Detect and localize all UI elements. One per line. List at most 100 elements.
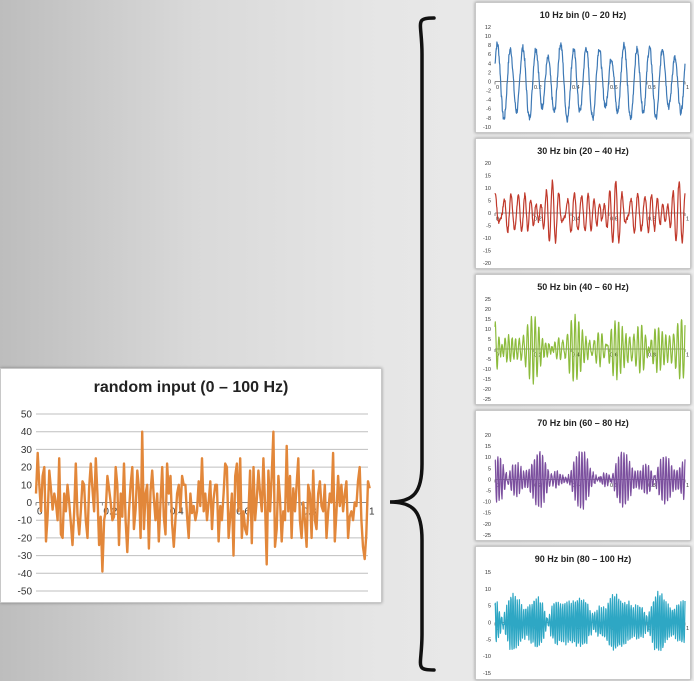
series-line (34, 430, 371, 573)
chart-30hz-bin: 30 Hz bin (20 – 40 Hz) -20 -15 -10 -5 0 5 10 15… (475, 138, 691, 269)
y-tick-label: 30 (21, 445, 33, 456)
y-tick-label: -15 (483, 377, 491, 383)
x-tick-label: 1 (686, 353, 689, 359)
x-tick-label: 1 (686, 217, 689, 223)
curly-brace (389, 16, 436, 672)
y-tick-label: -4 (486, 98, 491, 104)
y-tick-label: -10 (483, 500, 491, 506)
chart-title: 90 Hz bin (80 – 100 Hz) (534, 554, 632, 564)
x-tick-label: 0.2 (534, 85, 542, 91)
x-tick-label: 1 (686, 483, 689, 489)
y-tick-label: 20 (21, 463, 33, 474)
series-line (494, 41, 686, 123)
y-tick-label: -10 (483, 125, 491, 131)
y-tick-label: 10 (21, 480, 33, 491)
y-tick-label: -5 (486, 488, 491, 494)
y-tick-label: -20 (483, 261, 491, 267)
y-tick-label: 5 (488, 604, 491, 610)
y-tick-label: -20 (483, 522, 491, 528)
chart-10hz-svg: -10 -8 -6 -4 -2 0 2 4 6 8 10 12 0 0.2 0.4 0.6 0.8 1 (483, 25, 689, 131)
chart-70hz-bin: 70 Hz bin (60 – 80 Hz) -25 -20 -15 -10 -5 0 5 1… (475, 410, 691, 541)
y-tick-label: -50 (18, 587, 33, 598)
chart-50hz-bin: 50 Hz bin (40 – 60 Hz) -25 -20 -15 -10 -5 0 5 1… (475, 274, 691, 405)
y-tick-label: -8 (486, 116, 491, 122)
chart-title: 70 Hz bin (60 – 80 Hz) (537, 418, 629, 428)
y-tick-label: 20 (485, 433, 491, 439)
y-tick-label: 6 (488, 52, 491, 58)
y-tick-label: -25 (483, 397, 491, 403)
y-tick-label: -2 (486, 89, 491, 95)
y-tick-label: 2 (488, 70, 491, 76)
x-tick-label: 0.8 (648, 85, 656, 91)
x-tick-label: 0 (496, 85, 499, 91)
y-tick-label: 0 (488, 211, 491, 217)
y-tick-label: 0 (26, 498, 32, 509)
y-tick-label: 5 (488, 466, 491, 472)
y-tick-label: 15 (485, 570, 491, 576)
y-tick-label: 15 (485, 444, 491, 450)
y-tick-label: -10 (483, 236, 491, 242)
x-tick-label: 1 (686, 626, 689, 632)
x-tick-label: 0.8 (648, 353, 656, 359)
y-tick-label: 5 (488, 198, 491, 204)
y-tick-label: -10 (483, 367, 491, 373)
y-tick-label: 8 (488, 43, 491, 49)
y-tick-label: 0 (488, 620, 491, 626)
y-tick-label: 15 (485, 317, 491, 323)
y-tick-label: -5 (486, 357, 491, 363)
y-tick-label: -10 (483, 654, 491, 660)
y-tick-label: 40 (21, 427, 33, 438)
y-tick-label: -15 (483, 671, 491, 677)
x-tick-label: 0 (37, 507, 43, 518)
y-tick-label: -5 (486, 223, 491, 229)
y-tick-label: 20 (485, 307, 491, 313)
series-line (494, 179, 686, 244)
y-tick-label: 0 (488, 79, 491, 85)
y-tick-label: -40 (18, 569, 33, 580)
y-tick-label: 5 (488, 337, 491, 343)
x-tick-label: 0.8 (648, 217, 656, 223)
y-tick-label: 10 (485, 186, 491, 192)
x-tick-label: 0.4 (572, 85, 580, 91)
chart-title: 10 Hz bin (0 – 20 Hz) (539, 10, 627, 20)
y-tick-label: 10 (485, 587, 491, 593)
y-tick-label: 25 (485, 297, 491, 303)
y-tick-label: 10 (485, 327, 491, 333)
series-line (494, 313, 686, 385)
chart-10hz-bin: 10 Hz bin (0 – 20 Hz) -10 -8 -6 -4 -2 0 2 4 6 8 10… (475, 2, 691, 133)
y-tick-label: 50 (21, 410, 33, 421)
y-tick-label: 10 (485, 455, 491, 461)
y-tick-label: -15 (483, 511, 491, 517)
y-tick-label: 12 (485, 25, 491, 31)
series-line (494, 451, 686, 510)
series-line (494, 590, 686, 652)
y-tick-label: 15 (485, 173, 491, 179)
y-tick-label: -15 (483, 248, 491, 254)
chart-random-input: random input (0 – 100 Hz) -50 -40 -30 -20 -1… (0, 368, 382, 603)
brace-path (389, 16, 436, 672)
y-tick-label: -25 (483, 533, 491, 539)
chart-90hz-bin: 90 Hz bin (80 – 100 Hz) -15 -10 -5 0 5 10 15 0 0… (475, 546, 691, 680)
y-tick-label: -5 (486, 637, 491, 643)
chart-title: 30 Hz bin (20 – 40 Hz) (537, 146, 629, 156)
chart-title: random input (0 – 100 Hz) (93, 379, 289, 396)
y-tick-label: -20 (18, 533, 33, 544)
y-tick-label: -30 (18, 551, 33, 562)
chart-title: 50 Hz bin (40 – 60 Hz) (537, 282, 629, 292)
x-tick-label: 0.6 (610, 85, 618, 91)
y-tick-label: 4 (488, 61, 491, 67)
x-tick-label: 1 (369, 507, 375, 518)
y-tick-label: 0 (488, 477, 491, 483)
y-tick-label: -6 (486, 107, 491, 113)
y-tick-label: -10 (18, 516, 33, 527)
y-tick-label: -20 (483, 387, 491, 393)
x-tick-label: 1 (686, 85, 689, 91)
y-tick-label: 0 (488, 347, 491, 353)
y-tick-label: 20 (485, 161, 491, 167)
y-tick-label: 10 (485, 34, 491, 40)
